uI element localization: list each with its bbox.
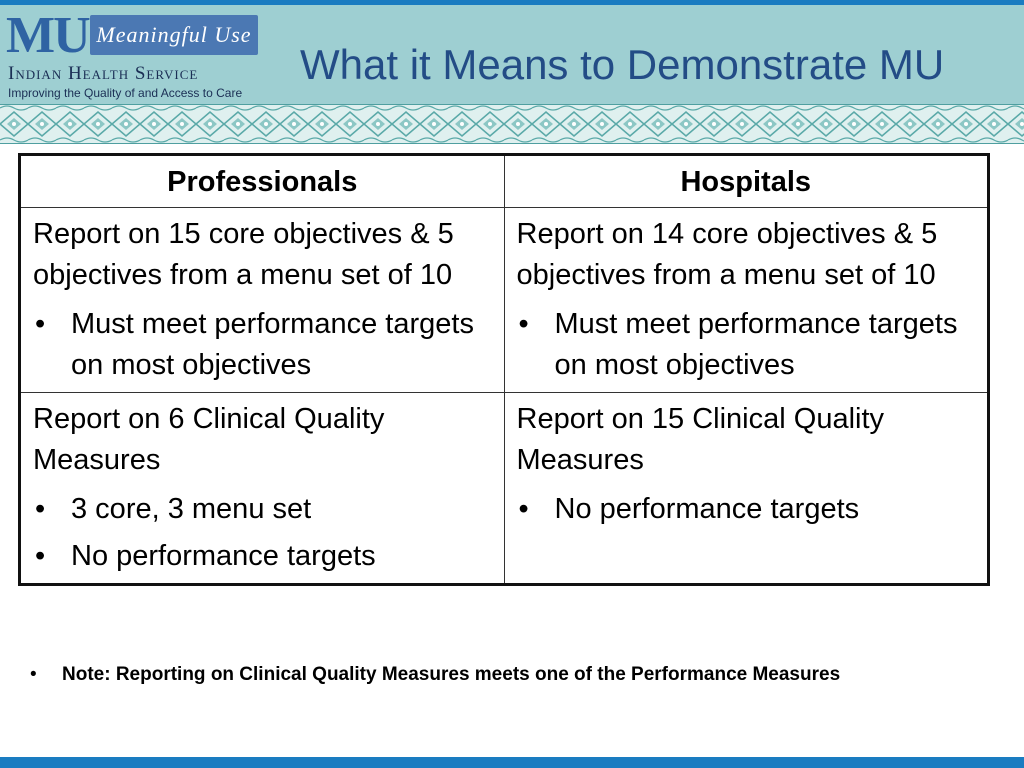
table-row: Report on 15 core objectives & 5 objecti…: [19, 207, 989, 393]
table-cell-hospitals-objectives: Report on 14 core objectives & 5 objecti…: [503, 207, 989, 393]
table-cell-professionals-cqm: Report on 6 Clinical Quality Measures • 3…: [19, 392, 505, 585]
list-item: • Must meet performance targets on most o…: [33, 304, 494, 386]
cell-text: Report on 15 core objectives & 5 objecti…: [33, 218, 454, 291]
table-cell-professionals-objectives: Report on 15 core objectives & 5 objecti…: [19, 207, 505, 393]
comparison-table: Professionals Hospitals Report on 15 cor…: [18, 153, 990, 586]
cell-text: Report on 14 core objectives & 5 objecti…: [516, 218, 938, 291]
table-cell-hospitals-cqm: Report on 15 Clinical Quality Measures •…: [503, 392, 989, 585]
table-header-row: Professionals Hospitals: [19, 154, 989, 208]
comparison-table-container: Professionals Hospitals Report on 15 cor…: [18, 153, 990, 586]
logo-tagline: Improving the Quality of and Access to C…: [8, 86, 243, 100]
bullet-text: Must meet performance targets on most ob…: [554, 308, 958, 381]
bullet-text: 3 core, 3 menu set: [71, 493, 312, 525]
footnote-bullet: •: [30, 664, 37, 685]
column-header-hospitals: Hospitals: [503, 154, 989, 208]
bullet-dot: •: [518, 308, 529, 340]
logo-mu-mark: MU: [6, 7, 91, 64]
bullet-list: • Must meet performance targets on most o…: [517, 304, 978, 386]
logo-meaningful-use-banner: Meaningful Use: [90, 15, 258, 55]
bullet-dot: •: [35, 308, 46, 340]
list-item: • No performance targets: [517, 489, 978, 530]
bullet-text: Must meet performance targets on most ob…: [71, 308, 474, 381]
table-row: Report on 6 Clinical Quality Measures • 3…: [19, 392, 989, 585]
cell-text: Report on 6 Clinical Quality Measures: [33, 403, 385, 476]
list-item: • 3 core, 3 menu set: [33, 489, 494, 530]
decorative-pattern-icon: [0, 104, 1024, 144]
bullet-list: • No performance targets: [517, 489, 978, 530]
list-item: • Must meet performance targets on most o…: [517, 304, 978, 386]
bullet-text: No performance targets: [71, 540, 376, 572]
column-header-professionals: Professionals: [19, 154, 505, 208]
cell-text: Report on 15 Clinical Quality Measures: [516, 403, 885, 476]
logo-banner-text: Meaningful Use: [96, 22, 252, 47]
bullet-dot: •: [35, 540, 46, 572]
slide-title: What it Means to Demonstrate MU: [300, 41, 945, 88]
decorative-pattern-band: [0, 104, 1024, 144]
bullet-list: • Must meet performance targets on most o…: [33, 304, 494, 386]
bullet-text: No performance targets: [554, 493, 860, 525]
bullet-list: • 3 core, 3 menu set • No performance targ…: [33, 489, 494, 577]
list-item: • No performance targets: [33, 536, 494, 577]
bullet-dot: •: [518, 493, 529, 525]
footnote-text: Note: Reporting on Clinical Quality Meas…: [62, 664, 841, 685]
footer-bar: [0, 757, 1024, 768]
slide-header: MU Meaningful Use Indian Health Service …: [0, 0, 1024, 104]
footnote: • Note: Reporting on Clinical Quality Mea…: [30, 664, 840, 686]
logo-organization-name: Indian Health Service: [8, 63, 199, 84]
bullet-dot: •: [35, 493, 46, 525]
ihs-mu-logo: MU Meaningful Use Indian Health Service …: [6, 7, 258, 101]
